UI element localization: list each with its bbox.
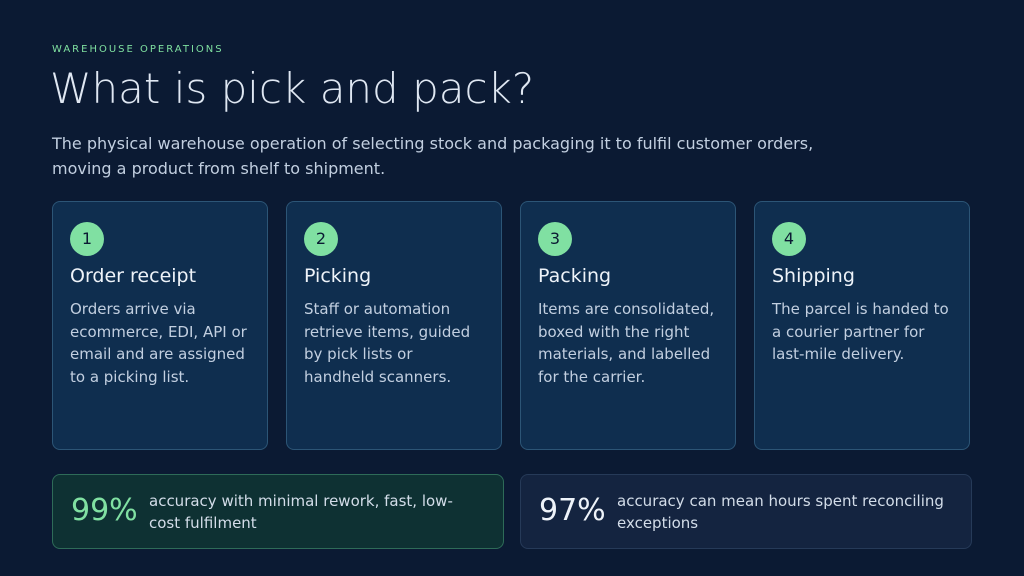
step-title: Shipping [772, 265, 855, 287]
stat-text: accuracy with minimal rework, fast, low-… [149, 492, 453, 532]
step-text: Staff or automation retrieve items, guid… [304, 300, 471, 386]
step-number: 4 [772, 222, 806, 256]
stat-text: accuracy can mean hours spent reconcilin… [617, 492, 944, 532]
title: What is pick and pack? [50, 64, 535, 113]
step-title: Packing [538, 265, 612, 287]
step-text: The parcel is handed to a courier partne… [772, 300, 949, 363]
step-title: Order receipt [70, 265, 197, 287]
step-card: 1 Order receipt Orders arrive via ecomme… [52, 201, 268, 450]
step-text: Items are consolidated, boxed with the r… [538, 300, 715, 386]
stat-card: 97% accuracy can mean hours spent reconc… [520, 474, 972, 549]
eyebrow: WAREHOUSE OPERATIONS [52, 44, 224, 55]
subtitle: The physical warehouse operation of sele… [52, 134, 814, 178]
step-number: 1 [70, 222, 104, 256]
step-title: Picking [304, 265, 372, 287]
step-number: 3 [538, 222, 572, 256]
stat-card: 99% accuracy with minimal rework, fast, … [52, 474, 504, 549]
step-text: Orders arrive via ecommerce, EDI, API or… [70, 300, 247, 386]
stat-value: 97% [539, 493, 606, 528]
step-number: 2 [304, 222, 338, 256]
step-card: 2 Picking Staff or automation retrieve i… [286, 201, 502, 450]
step-card: 4 Shipping The parcel is handed to a cou… [754, 201, 970, 450]
step-card: 3 Packing Items are consolidated, boxed … [520, 201, 736, 450]
stat-value: 99% [71, 493, 138, 528]
